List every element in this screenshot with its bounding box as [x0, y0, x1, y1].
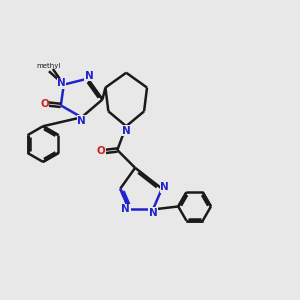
Text: N: N	[77, 116, 86, 126]
Text: methyl: methyl	[37, 63, 61, 69]
Text: N: N	[148, 208, 157, 218]
Text: N: N	[85, 71, 93, 81]
Text: O: O	[97, 146, 105, 157]
Text: O: O	[40, 99, 49, 109]
Text: N: N	[121, 204, 130, 214]
Text: N: N	[57, 78, 66, 88]
Text: N: N	[122, 126, 130, 136]
Text: N: N	[160, 182, 169, 192]
